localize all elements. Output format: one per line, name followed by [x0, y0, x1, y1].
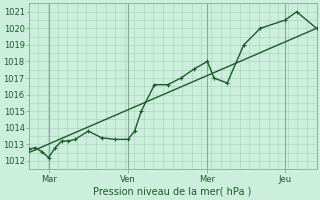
X-axis label: Pression niveau de la mer( hPa ): Pression niveau de la mer( hPa ): [93, 187, 252, 197]
